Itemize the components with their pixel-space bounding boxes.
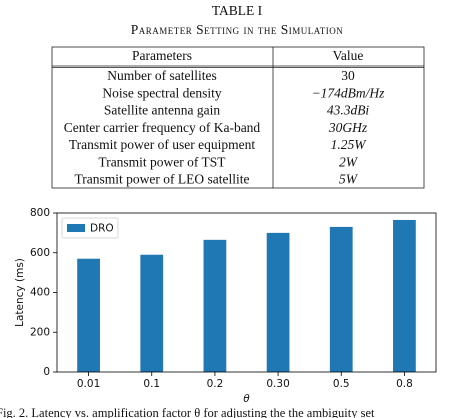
- x-axis-label: θ: [243, 393, 250, 405]
- chart: 0 200 400 600 800 0.01 0.1 0.2 0.30 0.5 0.8 θ Latenc…: [14, 207, 437, 405]
- plot-frame: [56, 212, 437, 373]
- bar: [329, 226, 353, 372]
- bar: [140, 254, 164, 372]
- table-cell: 30: [341, 68, 355, 83]
- legend-box: [61, 217, 119, 239]
- table-cell: Noise spectral density: [102, 85, 221, 100]
- x-tick-label: 0.30: [266, 378, 289, 390]
- table-title: TABLE I: [212, 3, 263, 18]
- y-tick-label: 800: [30, 207, 50, 219]
- table-cell: Transmit power of user equipment: [69, 137, 255, 152]
- y-tick-label: 400: [30, 287, 50, 299]
- y-tick-label: 200: [30, 326, 50, 338]
- legend-swatch: [67, 224, 85, 232]
- x-tick-label: 0.5: [333, 378, 350, 390]
- y-axis-label: Latency (ms): [14, 258, 26, 327]
- table-cell: −174dBm/Hz: [312, 85, 386, 100]
- table-cell: 30GHz: [328, 120, 368, 135]
- table-cell: 2W: [339, 154, 359, 169]
- table-cell: Transmit power of TST: [98, 154, 226, 169]
- bar: [266, 232, 290, 372]
- table-cell: Center carrier frequency of Ka-band: [64, 120, 261, 135]
- figure-caption: Fig. 2. Latency vs. amplification factor…: [0, 406, 375, 418]
- y-tick-label: 0: [43, 366, 50, 378]
- table-cell: 43.3dBi: [327, 103, 370, 118]
- table: Parameters Value Number of satellites 30 Noi…: [64, 48, 385, 186]
- table-grid: [51, 46, 425, 189]
- bar: [393, 219, 416, 372]
- table-header-cell: Value: [333, 48, 364, 63]
- table-caption: Parameter Setting in the Simulation: [131, 22, 344, 37]
- x-tick-label: 0.1: [143, 378, 160, 390]
- x-tick-label: 0.8: [396, 378, 413, 390]
- table-cell: Satellite antenna gain: [104, 103, 220, 118]
- table-cell: Number of satellites: [107, 68, 216, 83]
- x-tick-label: 0.2: [207, 378, 224, 390]
- table-header-cell: Parameters: [132, 48, 192, 63]
- bar: [77, 258, 100, 372]
- table-cell: 1.25W: [331, 137, 368, 152]
- y-tick-label: 600: [30, 247, 50, 259]
- x-tick-label: 0.01: [77, 378, 100, 390]
- table-cell: 5W: [339, 171, 359, 186]
- legend-label: DRO: [90, 223, 114, 235]
- bar: [203, 239, 227, 372]
- table-cell: Transmit power of LEO satellite: [75, 171, 250, 186]
